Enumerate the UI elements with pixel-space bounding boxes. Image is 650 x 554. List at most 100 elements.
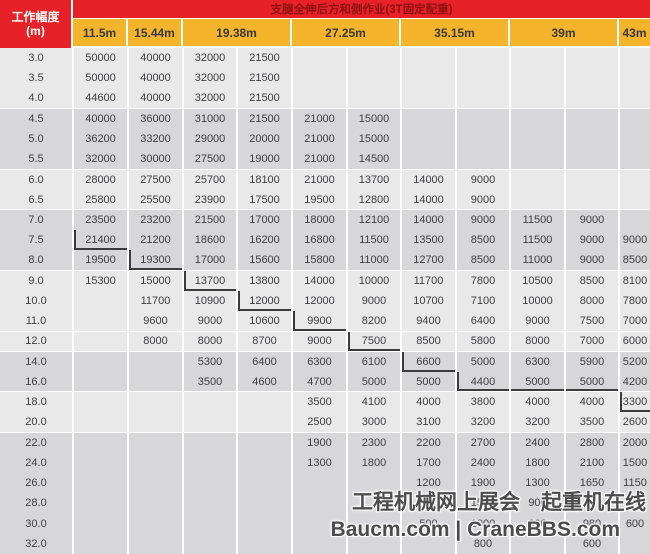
capacity-cell: 15800 — [292, 250, 348, 272]
capacity-cell: 32000 — [73, 149, 129, 170]
capacity-cell — [237, 412, 293, 433]
radius-cell: 3.0 — [0, 48, 74, 69]
capacity-cell — [619, 128, 650, 150]
radius-cell: 16.0 — [0, 371, 74, 393]
capacity-cell — [183, 432, 238, 453]
capacity-cell — [183, 472, 238, 494]
capacity-cell — [456, 128, 511, 150]
capacity-cell: 6100 — [347, 351, 402, 372]
capacity-cell: 20000 — [237, 128, 293, 150]
boom-length-header: 27.25m — [292, 19, 401, 46]
capacity-cell: 7100 — [456, 290, 511, 312]
capacity-cell: 40000 — [73, 108, 129, 129]
capacity-cell: 3500 — [565, 412, 620, 433]
capacity-cell: 23200 — [128, 209, 184, 231]
capacity-cell: 3100 — [401, 412, 457, 433]
capacity-cell: 17000 — [237, 209, 293, 231]
chart-title: 支腿全伸后方和侧作业(3T固定配重) — [73, 0, 650, 20]
capacity-cell: 1900 — [292, 432, 348, 453]
boom-length-header: 11.5m — [73, 19, 128, 46]
capacity-cell: 21000 — [292, 108, 348, 129]
table-row: 8.0 19500 19300 17000 15600 15800 11000 12700 85… — [0, 250, 650, 272]
table-row: 5.5 32000 30000 27500 19000 21000 14500 — [0, 149, 650, 170]
capacity-cell: 32000 — [183, 48, 238, 69]
capacity-cell: 8000 — [565, 290, 620, 312]
capacity-cell: 25800 — [73, 189, 129, 211]
capacity-cell: 4000 — [401, 391, 457, 413]
capacity-cell — [565, 68, 620, 89]
capacity-cell — [237, 533, 293, 554]
table-row: 3.0 50000 40000 32000 21500 — [0, 48, 650, 69]
capacity-cell: 9000 — [510, 311, 566, 332]
capacity-cell: 9000 — [183, 311, 238, 332]
capacity-cell: 5200 — [619, 351, 650, 372]
capacity-cell: 19000 — [237, 149, 293, 170]
capacity-cell: 21000 — [292, 149, 348, 170]
capacity-cell: 980 — [565, 513, 620, 534]
capacity-cell — [401, 149, 457, 170]
capacity-cell — [237, 513, 293, 534]
capacity-cell — [183, 513, 238, 534]
radius-cell: 32.0 — [0, 533, 74, 554]
capacity-cell: 8000 — [183, 331, 238, 353]
radius-cell: 8.0 — [0, 250, 74, 272]
capacity-cell: 2700 — [456, 432, 511, 453]
capacity-cell — [456, 68, 511, 89]
capacity-cell: 1200 — [401, 472, 457, 494]
capacity-cell: 7800 — [456, 270, 511, 291]
capacity-cell — [565, 88, 620, 110]
capacity-cell: 16800 — [292, 230, 348, 251]
radius-cell: 30.0 — [0, 513, 74, 534]
capacity-cell — [237, 391, 293, 413]
capacity-cell: 5000 — [401, 371, 457, 393]
capacity-cell: 3200 — [456, 412, 511, 433]
radius-cell: 6.0 — [0, 169, 74, 190]
capacity-cell — [565, 493, 620, 514]
radius-cell: 7.5 — [0, 230, 74, 251]
capacity-cell — [128, 351, 184, 372]
capacity-cell: 3500 — [183, 371, 238, 393]
capacity-cell: 1500 — [456, 493, 511, 514]
capacity-cell: 12800 — [347, 189, 402, 211]
capacity-cell: 2800 — [565, 432, 620, 453]
capacity-cell: 1800 — [510, 452, 566, 473]
capacity-cell: 11500 — [510, 230, 566, 251]
capacity-cell: 40000 — [128, 88, 184, 110]
capacity-cell: 6600 — [401, 351, 457, 372]
capacity-cell: 19300 — [128, 250, 184, 272]
table-row: 32.0 800 600 — [0, 533, 650, 554]
capacity-cell: 900 — [510, 493, 566, 514]
boom-length-header: 39m — [510, 19, 619, 46]
capacity-cell: 600 — [619, 513, 650, 534]
capacity-cell — [347, 88, 402, 110]
capacity-cell — [292, 472, 348, 494]
radius-cell: 4.0 — [0, 88, 74, 110]
capacity-cell — [619, 209, 650, 231]
capacity-cell: 7000 — [619, 311, 650, 332]
capacity-cell: 40000 — [128, 48, 184, 69]
capacity-cell: 11500 — [510, 209, 566, 231]
capacity-cell: 5000 — [565, 371, 620, 393]
capacity-cell — [73, 432, 129, 453]
capacity-cell: 11000 — [510, 250, 566, 272]
capacity-cell: 10900 — [183, 290, 238, 312]
capacity-cell — [510, 169, 566, 190]
table-row: 3.5 50000 40000 32000 21500 — [0, 68, 650, 89]
capacity-cell: 1650 — [565, 472, 620, 494]
capacity-cell — [565, 48, 620, 69]
radius-cell: 10.0 — [0, 290, 74, 312]
chart-header: 工作幅度 (m) 支腿全伸后方和侧作业(3T固定配重) 11.5m 15.44m 1… — [0, 0, 650, 48]
capacity-cell — [401, 88, 457, 110]
capacity-cell: 33200 — [128, 128, 184, 150]
capacity-cell: 12000 — [292, 290, 348, 312]
capacity-cell — [73, 290, 129, 312]
capacity-cell: 15600 — [237, 250, 293, 272]
capacity-cell — [456, 48, 511, 69]
capacity-cell — [510, 533, 566, 554]
capacity-cell — [510, 108, 566, 129]
radius-cell: 5.5 — [0, 149, 74, 170]
radius-cell: 20.0 — [0, 412, 74, 433]
capacity-cell: 14500 — [347, 149, 402, 170]
capacity-cell: 5800 — [456, 331, 511, 353]
capacity-cell: 4700 — [292, 371, 348, 393]
